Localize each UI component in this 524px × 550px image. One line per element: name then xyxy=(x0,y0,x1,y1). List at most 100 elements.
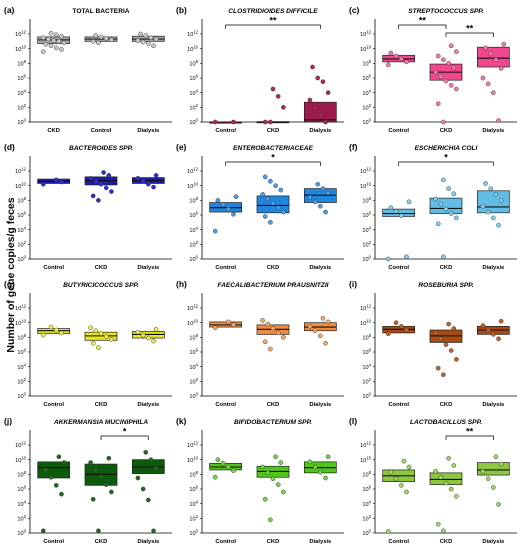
x-tick-label: CKD xyxy=(440,128,453,134)
data-point xyxy=(220,461,226,466)
x-tick-label: Control xyxy=(215,539,236,545)
data-point xyxy=(220,202,226,208)
data-point xyxy=(404,327,409,333)
data-point xyxy=(225,206,231,212)
x-tick-label: Dialysis xyxy=(137,539,159,545)
data-point xyxy=(393,209,399,214)
data-point xyxy=(323,475,328,481)
panel-c: (c) STREPTOCOCCUS SPP. 100 102 104 106 108 1010… xyxy=(349,5,517,134)
data-point xyxy=(265,470,271,476)
x-tick-label: Dialysis xyxy=(309,128,331,134)
data-point xyxy=(103,36,109,41)
data-point xyxy=(96,528,101,534)
data-point xyxy=(448,211,454,216)
y-tick-label: 106 xyxy=(362,211,371,220)
data-point xyxy=(393,53,399,59)
data-point xyxy=(281,335,286,340)
data-point xyxy=(59,33,64,39)
data-point xyxy=(212,325,218,331)
y-tick-label: 102 xyxy=(362,377,371,386)
y-tick-label: 104 xyxy=(17,88,26,97)
data-point xyxy=(454,494,459,499)
data-point xyxy=(443,206,449,212)
y-tick-label: 104 xyxy=(189,88,198,97)
panel-title: CLOSTRIDIOIDES DIFFICILE xyxy=(228,8,318,15)
data-point xyxy=(270,86,276,92)
y-tick-label: 1012 xyxy=(360,167,372,176)
x-tick-label: Control xyxy=(388,128,409,134)
data-point xyxy=(148,457,154,462)
y-tick-label: 1010 xyxy=(187,318,199,327)
y-tick-label: 106 xyxy=(362,485,371,494)
significance-bracket xyxy=(398,161,494,166)
data-point xyxy=(273,183,278,188)
data-point xyxy=(496,222,501,228)
panel-title: LACTOBACILLUS SPP. xyxy=(410,419,482,426)
y-tick-label: 1010 xyxy=(360,318,372,327)
y-tick-label: 100 xyxy=(189,529,198,538)
y-tick-label: 100 xyxy=(17,118,26,127)
data-point xyxy=(496,336,501,342)
data-point xyxy=(451,191,457,197)
panel-title: FAECALIBACTERIUM PRAUSNITZII xyxy=(218,282,329,289)
data-point xyxy=(493,454,499,460)
data-point xyxy=(435,221,441,227)
data-point xyxy=(438,336,444,342)
y-tick-label: 1010 xyxy=(360,455,372,464)
data-point xyxy=(109,489,114,495)
y-tick-label: 100 xyxy=(17,392,26,401)
data-point xyxy=(435,521,441,527)
data-point xyxy=(498,66,504,71)
y-tick-label: 108 xyxy=(362,59,371,68)
data-point xyxy=(480,75,486,81)
data-point xyxy=(96,345,101,350)
x-tick-label: Dialysis xyxy=(137,402,159,408)
data-point xyxy=(480,469,486,474)
data-point xyxy=(98,474,104,480)
data-point xyxy=(441,177,446,183)
data-point xyxy=(109,337,114,342)
data-point xyxy=(448,486,454,492)
data-point xyxy=(93,328,99,334)
data-point xyxy=(215,198,221,203)
data-point xyxy=(265,321,271,327)
significance-label: * xyxy=(123,427,127,437)
panel-d: (d) BACTEROIDES SPP. 100 102 104 106 108 1010 10… xyxy=(4,142,172,271)
panel-e: (e) ENTEROBACTERIACEAE 100 102 104 106 108 1010… xyxy=(176,142,344,271)
x-tick-label: Control xyxy=(388,539,409,545)
y-tick-label: 106 xyxy=(189,348,198,357)
data-point xyxy=(385,62,391,68)
panel-tag: (c) xyxy=(349,5,360,15)
x-tick-label: CKD xyxy=(95,539,108,545)
data-point xyxy=(212,228,218,234)
data-point xyxy=(106,173,112,178)
data-point xyxy=(98,181,104,187)
data-point xyxy=(448,43,454,49)
panel-title: BUTYRICICOCCUS SPP. xyxy=(63,282,139,289)
data-point xyxy=(454,215,459,221)
data-point xyxy=(312,199,318,205)
data-point xyxy=(480,323,486,328)
panel-tag: (i) xyxy=(349,279,357,289)
x-tick-label: Control xyxy=(43,265,64,271)
data-point xyxy=(270,200,276,206)
data-point xyxy=(262,496,268,502)
data-point xyxy=(498,198,504,203)
box xyxy=(382,208,416,217)
x-tick-label: Control xyxy=(215,128,236,134)
y-tick-label: 100 xyxy=(17,255,26,264)
x-tick-label: Dialysis xyxy=(482,539,504,545)
data-point xyxy=(40,528,46,534)
data-point xyxy=(43,41,49,47)
panel-j: (j) AKKERMANSIA MUCINIPHILA 100 102 104 106 10… xyxy=(4,416,172,545)
y-tick-label: 100 xyxy=(189,118,198,127)
data-point xyxy=(441,372,446,378)
data-point xyxy=(96,40,101,46)
data-point xyxy=(135,329,141,335)
data-point xyxy=(281,105,286,110)
data-point xyxy=(385,256,391,262)
data-point xyxy=(40,181,46,187)
significance-label: * xyxy=(271,153,275,163)
data-point xyxy=(441,57,446,62)
data-point xyxy=(275,482,281,487)
